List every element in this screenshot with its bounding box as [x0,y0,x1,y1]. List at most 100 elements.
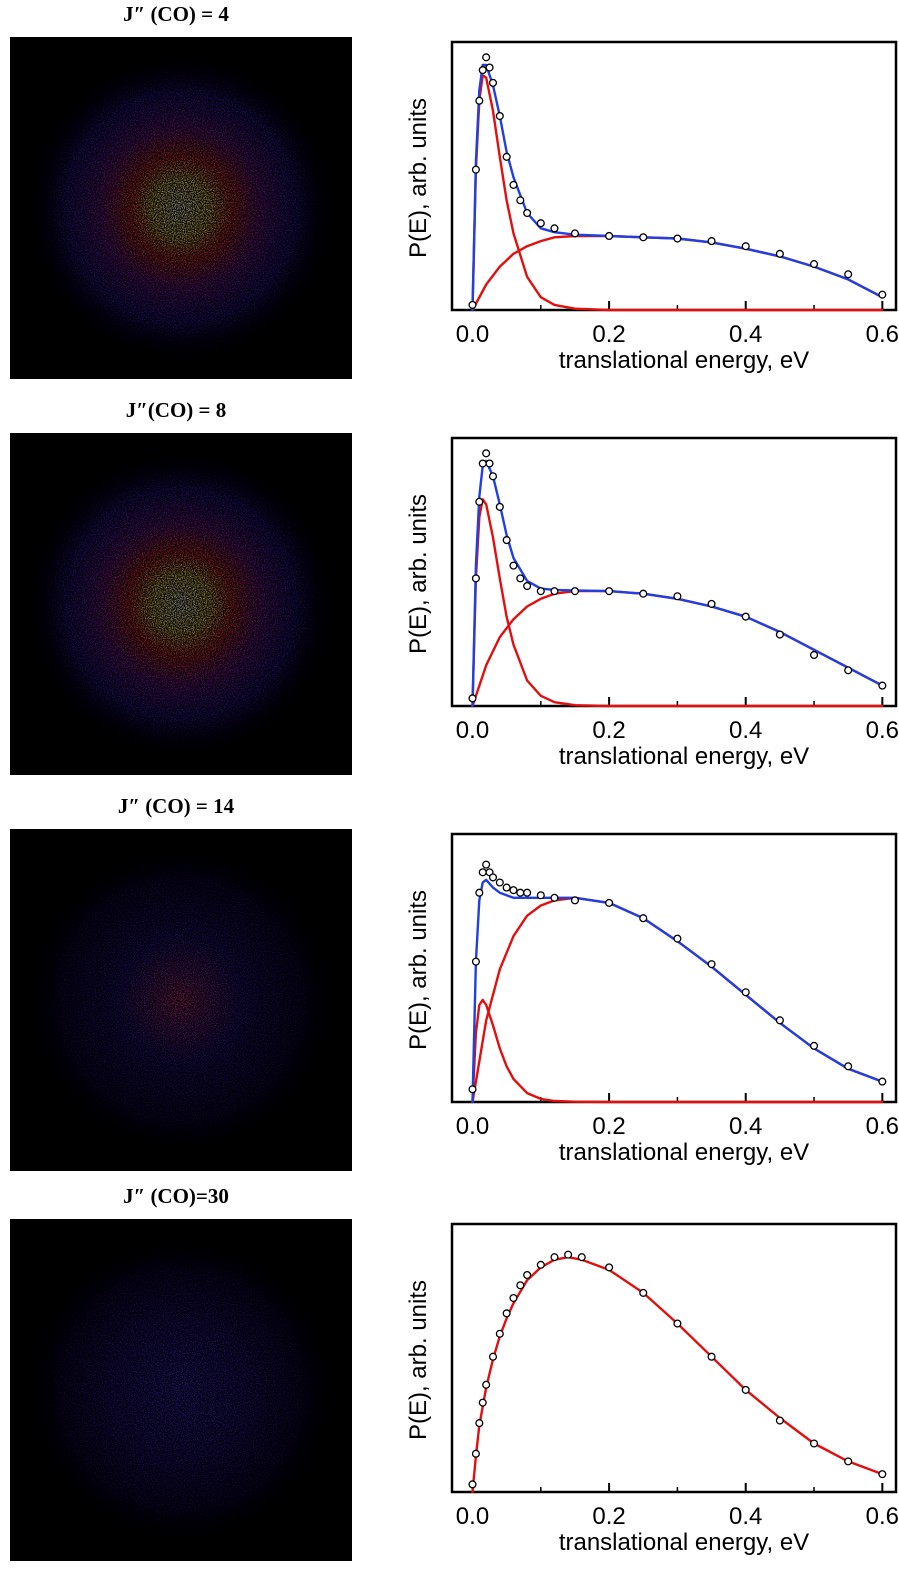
data-point [509,180,518,189]
fit-line-fast-fit [471,998,884,1104]
data-point [478,868,487,877]
data-point [516,574,525,583]
x-tick-label: 0.6 [866,717,899,744]
data-point [741,988,750,997]
data-point [550,587,559,596]
data-point [707,237,716,246]
data-point [878,1077,887,1086]
data-point [471,165,480,174]
velocity-map-image-1 [10,37,352,379]
fit-line-fit [471,1256,884,1494]
image-glow [21,444,341,764]
image-glow [21,48,341,368]
energy-distribution-chart-2: 0.0 0.2 0.4 0.6 translational energy, eV P(E)… [390,432,899,792]
fit-line-slow-fit [471,896,884,1104]
x-tick-label: 0.2 [592,1113,625,1140]
data-point [673,934,682,943]
x-tick-label: 0.4 [729,1113,762,1140]
data-point [536,891,545,900]
data-point [775,249,784,258]
data-point [516,888,525,897]
data-point [844,1062,853,1071]
data-point [523,1270,532,1280]
data-point [509,561,518,570]
data-point [775,630,784,639]
fit-line-total-fit [471,63,884,312]
image-svg-4 [10,1219,352,1561]
x-tick-label: 0.0 [456,717,489,744]
data-point [741,1385,750,1394]
data-point [536,219,545,228]
data-point [475,1419,484,1428]
y-axis-label: P(E), arb. units [405,98,432,258]
x-tick-label: 0.0 [456,1113,489,1140]
panel-title-2: J″(CO) = 8 [125,398,227,422]
data-point [564,1250,573,1259]
plot-frame [450,832,898,1104]
x-tick-label: 0.4 [729,321,762,348]
data-point [478,1398,487,1407]
x-axis-label: translational energy, eV [559,1139,809,1166]
image-glow [21,840,341,1160]
y-axis-label: P(E), arb. units [405,890,432,1050]
data-point [482,53,491,62]
data-point [478,66,487,75]
data-point [482,860,491,869]
data-point [878,681,887,690]
x-axis-label: translational energy, eV [559,347,809,374]
data-point [475,96,484,105]
data-point [605,1263,614,1272]
data-point [488,78,498,87]
data-point [707,1352,716,1361]
velocity-map-image-4 [10,1219,352,1561]
data-point [516,1281,525,1290]
fit-line-slow-fit [471,234,884,312]
x-tick-label: 0.2 [592,717,625,744]
data-point [485,459,494,468]
data-point [495,878,504,887]
chart-svg-3: 0.0 0.2 0.4 0.6 translational energy, eV P(E)… [405,832,899,1166]
data-point [550,224,559,233]
data-point [809,1439,819,1448]
data-point [639,233,648,242]
image-svg-3 [10,829,352,1171]
x-tick-label: 0.2 [592,321,625,348]
data-point [468,300,477,309]
velocity-map-image-3 [10,829,352,1171]
data-point [468,1480,477,1489]
data-point [488,873,498,882]
x-tick-label: 0.4 [729,1503,762,1530]
x-tick-label: 0.6 [866,1503,899,1530]
data-point [550,893,559,902]
data-point [485,63,494,72]
data-point [707,960,716,969]
data-point [878,290,887,299]
x-axis-label: translational energy, eV [559,743,809,770]
data-point [495,1329,504,1338]
image-svg-2 [10,433,352,775]
data-point [509,886,518,895]
data-point [639,914,648,923]
data-point [495,502,504,511]
data-point [809,650,819,660]
data-point [536,1260,545,1269]
data-point [775,1016,784,1025]
image-svg-1 [10,37,352,379]
x-tick-label: 0.0 [456,321,489,348]
chart-svg-1: 0.0 0.2 0.4 0.6 translational energy, eV P(E)… [405,40,899,374]
data-point [523,208,532,218]
data-point [673,592,682,601]
data-point [502,152,511,161]
plot-frame [450,1222,898,1494]
data-point [468,1085,477,1094]
fit-line-total-fit [471,878,884,1104]
image-glow [21,1230,341,1550]
data-point [478,459,487,468]
chart-svg-2: 0.0 0.2 0.4 0.6 translational energy, eV P(E)… [405,436,899,770]
data-point [502,536,511,545]
data-point [707,599,716,608]
data-point [502,1309,511,1318]
data-point [844,666,853,675]
data-point [577,1253,586,1262]
data-point [673,234,682,243]
